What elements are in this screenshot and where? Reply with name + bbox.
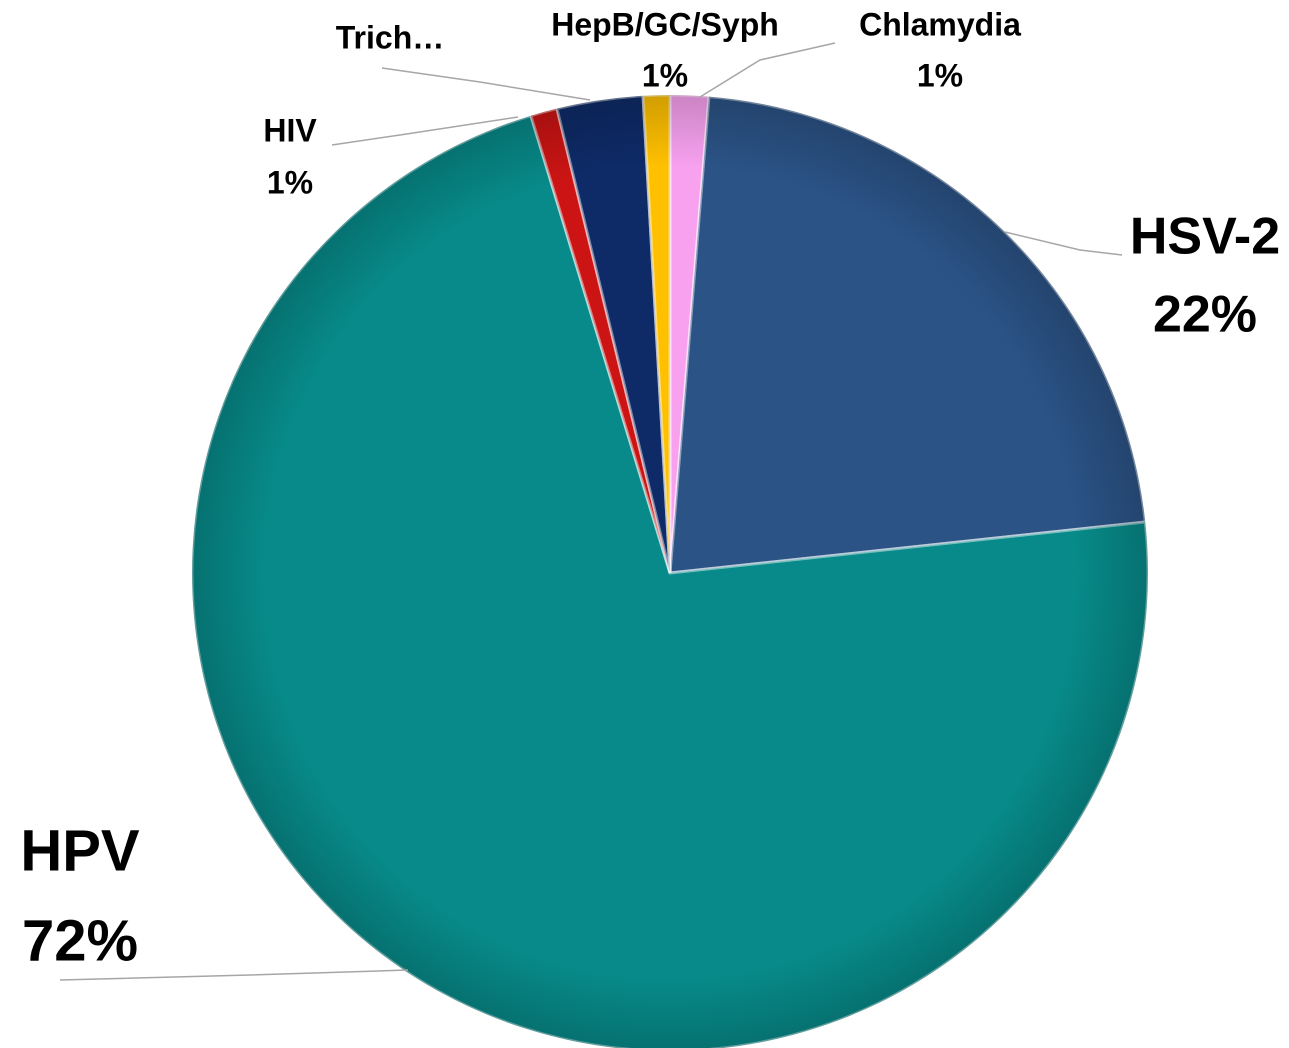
slice-label: HepB/GC/Syph	[551, 6, 779, 42]
slice-value-label: 1%	[642, 57, 688, 93]
leader-line	[1004, 231, 1123, 256]
labels: Chlamydia 1% HSV-2 22% HPV 72% HIV 1% Trich… HepB…	[20, 6, 1280, 981]
pie-slice	[668, 94, 1147, 575]
leader-line	[381, 67, 591, 101]
leader-line	[59, 969, 409, 981]
slice-value-label: 1%	[267, 164, 313, 200]
slice-label: Trich…	[336, 19, 444, 55]
leader-line	[331, 116, 519, 146]
pie	[190, 93, 1150, 1048]
leader-line	[699, 42, 836, 98]
slice-value-label: 22%	[1153, 286, 1257, 344]
slice-label: HIV	[263, 112, 317, 148]
slice-label: Chlamydia	[859, 6, 1021, 42]
slice-value-label: 1%	[917, 57, 963, 93]
slice-value-label: 72%	[22, 908, 138, 973]
slice-label: HPV	[20, 818, 140, 883]
slice-label: HSV-2	[1130, 208, 1280, 266]
